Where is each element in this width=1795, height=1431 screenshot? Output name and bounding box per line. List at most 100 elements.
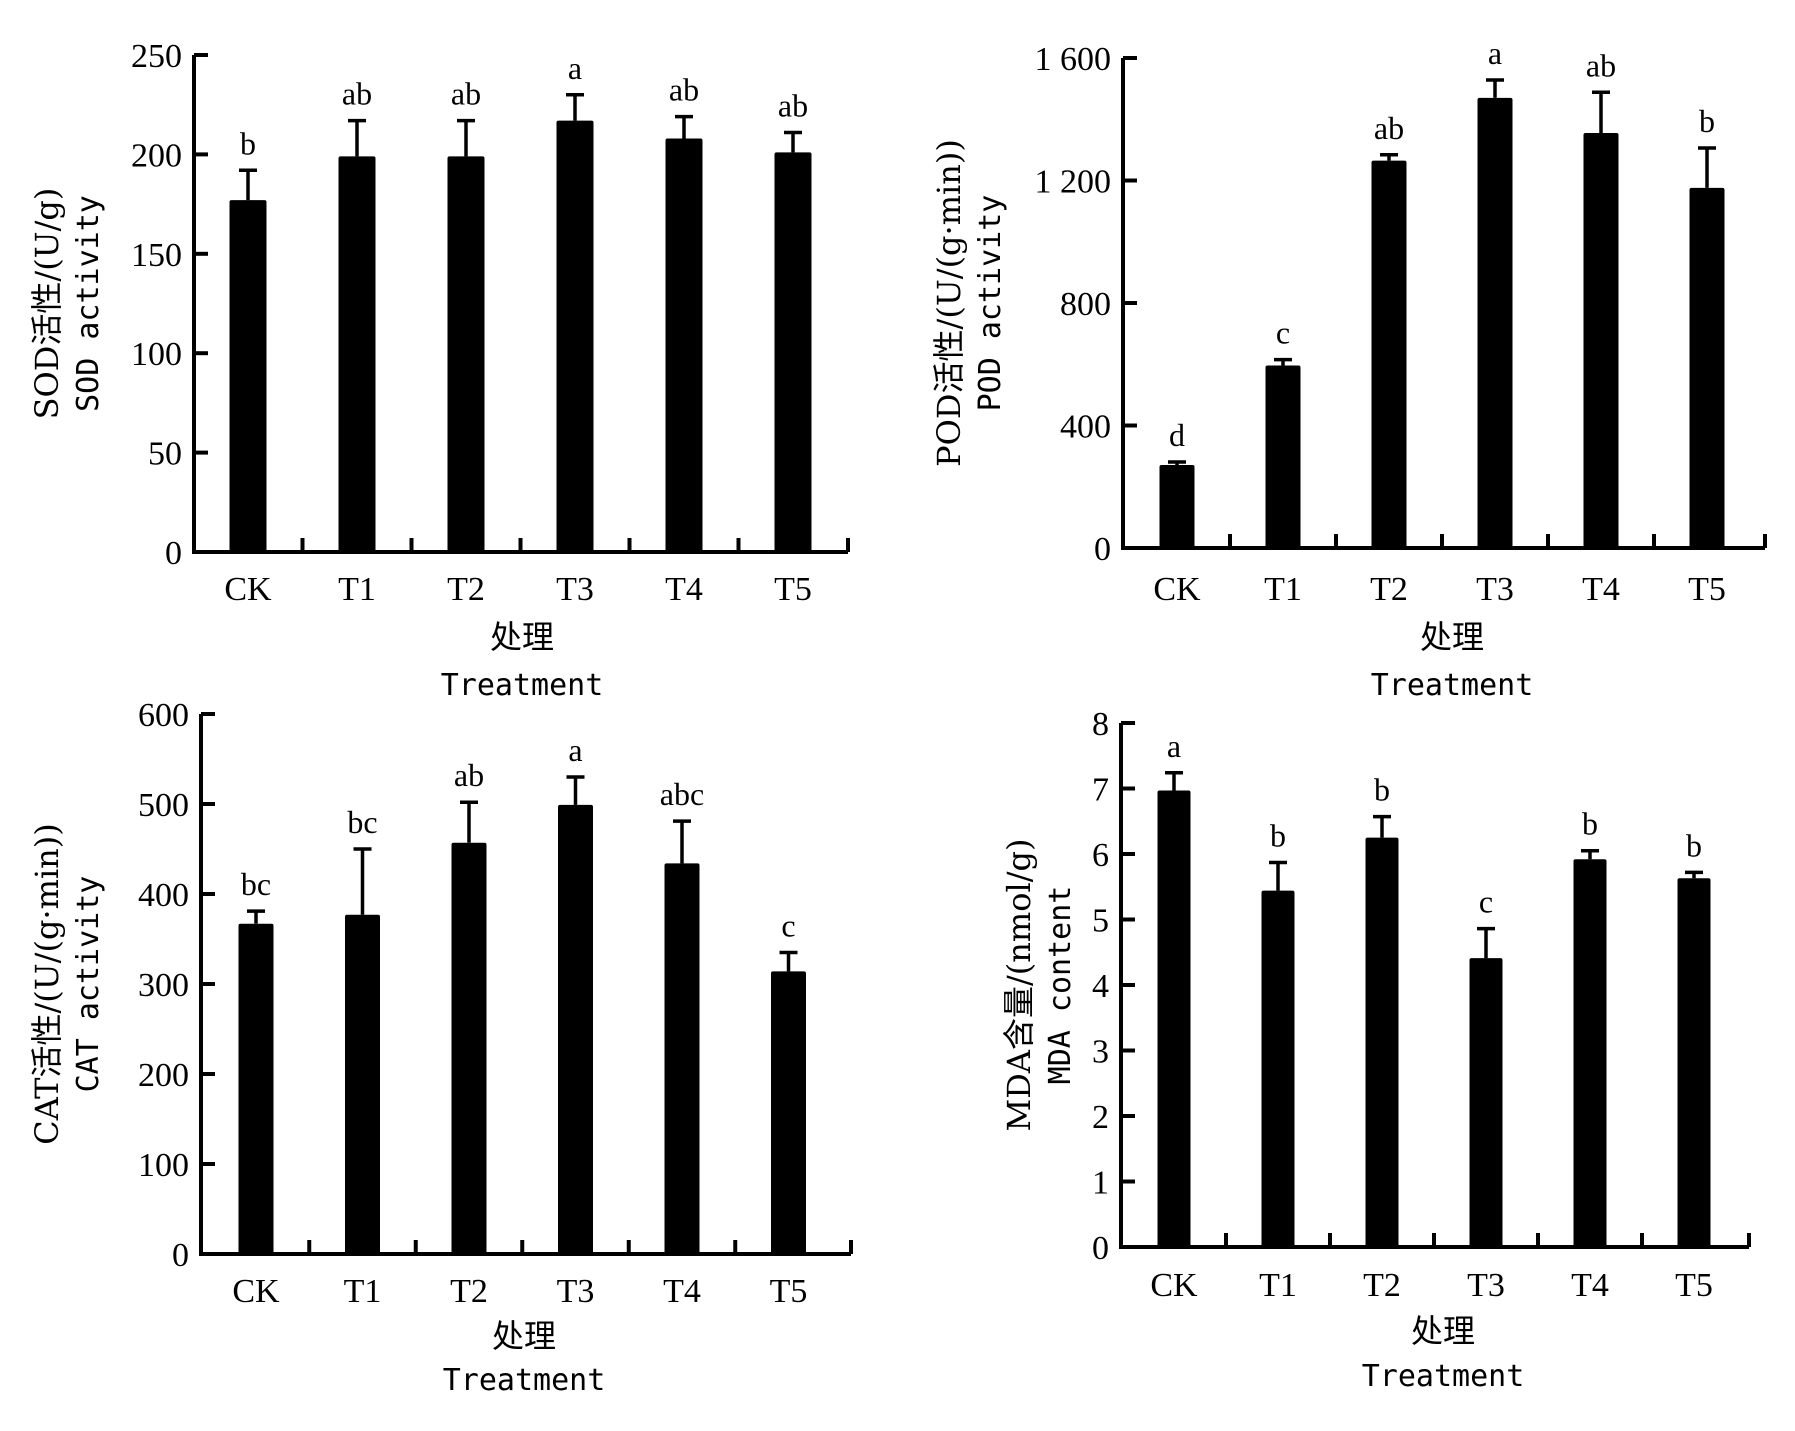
bar-ck [1157, 790, 1191, 1247]
y-tick-label: 200 [131, 137, 182, 174]
y-tick-label: 100 [138, 1147, 189, 1184]
bar-ck [238, 923, 274, 1254]
x-axis-title-cn: 处理 [492, 1317, 556, 1355]
x-tick-label: T4 [665, 571, 703, 608]
y-tick-label: 250 [131, 38, 182, 75]
y-tick-label: 1 [1092, 1165, 1109, 1202]
y-tick-label: 500 [138, 787, 189, 824]
significance-label: ab [778, 88, 808, 124]
y-tick-label: 0 [1092, 1230, 1109, 1267]
significance-label: a [1488, 35, 1502, 71]
significance-label: a [1167, 728, 1181, 764]
y-tick-label: 50 [148, 436, 182, 473]
bar-t3 [1477, 97, 1513, 548]
bar-t5 [1689, 187, 1725, 548]
x-tick-label: T3 [1467, 1267, 1505, 1304]
significance-label: c [781, 908, 795, 944]
significance-label: b [1699, 103, 1715, 139]
y-axis-title-en: POD activity [973, 195, 1008, 412]
y-tick-label: 4 [1092, 968, 1109, 1005]
x-axis-title-en: Treatment [441, 668, 604, 703]
y-axis-title-cn: CAT活性/(U/(g·min)) [28, 823, 66, 1145]
x-tick-label: CK [1150, 1267, 1198, 1304]
x-tick-label: T3 [556, 571, 594, 608]
significance-label: c [1276, 315, 1290, 351]
significance-label: b [1582, 806, 1598, 842]
y-tick-label: 1 600 [1035, 41, 1112, 78]
y-tick-label: 300 [138, 967, 189, 1004]
y-tick-label: 7 [1092, 772, 1109, 809]
significance-label: a [568, 50, 582, 86]
x-tick-label: T5 [774, 571, 812, 608]
x-tick-label: T1 [344, 1273, 382, 1310]
significance-label: bc [347, 804, 377, 840]
bar-t5 [1677, 878, 1711, 1247]
y-axis-title-cn: SOD活性/(U/g) [28, 188, 66, 420]
significance-label: c [1479, 884, 1493, 920]
bar-ck [229, 200, 267, 552]
significance-label: b [1686, 827, 1702, 863]
bar-t1 [1265, 365, 1301, 548]
bar-t2 [1371, 160, 1407, 548]
x-axis-title-cn: 处理 [1420, 618, 1484, 656]
bar-t2 [447, 156, 485, 552]
significance-label: b [1270, 818, 1286, 854]
bar-t2 [1365, 837, 1399, 1247]
x-tick-label: CK [232, 1273, 280, 1310]
y-tick-label: 2 [1092, 1099, 1109, 1136]
x-tick-label: T2 [1370, 571, 1408, 608]
y-tick-label: 0 [165, 535, 182, 572]
x-axis-title-en: Treatment [1371, 668, 1534, 703]
y-tick-label: 400 [138, 877, 189, 914]
cat-chart: 0 100 200 300 400 500 600 bc CK bc T1 ab T2 a T3 abc T4 c… [28, 697, 853, 1398]
y-tick-label: 600 [138, 697, 189, 734]
significance-label: d [1169, 417, 1185, 453]
significance-label: ab [454, 757, 484, 793]
x-tick-label: T5 [770, 1273, 808, 1310]
y-tick-label: 150 [131, 237, 182, 274]
y-tick-label: 5 [1092, 903, 1109, 940]
significance-label: ab [1586, 47, 1616, 83]
y-tick-label: 400 [1060, 409, 1111, 446]
x-axis-title-cn: 处理 [1411, 1312, 1475, 1350]
y-axis-title-cn: POD活性/(U/(g·min)) [930, 139, 968, 467]
y-tick-label: 0 [1094, 531, 1111, 568]
x-tick-label: CK [224, 571, 272, 608]
y-tick-label: 100 [131, 336, 182, 373]
y-tick-label: 6 [1092, 837, 1109, 874]
significance-label: b [1374, 772, 1390, 808]
significance-label: bc [241, 866, 271, 902]
mda-chart: 0 1 2 3 4 5 6 7 8 a CK b T1 b T2 c T3 b T4 b T5 处理 Treatment MD… [1000, 706, 1751, 1394]
significance-label: abc [660, 776, 704, 812]
x-axis-title-en: Treatment [443, 1363, 606, 1398]
x-axis-title-en: Treatment [1362, 1359, 1525, 1394]
bar-t4 [1583, 133, 1619, 548]
significance-label: ab [342, 76, 372, 112]
significance-label: a [568, 732, 582, 768]
y-tick-label: 800 [1060, 286, 1111, 323]
bar-t1 [345, 914, 380, 1254]
x-tick-label: T4 [1582, 571, 1620, 608]
pod-chart: 0 400 800 1 200 1 600 d CK c T1 ab T2 a T3 ab T4 b T5 处理 T… [930, 35, 1767, 703]
x-tick-label: T2 [447, 571, 485, 608]
x-axis-title-cn: 处理 [490, 618, 554, 656]
x-tick-label: T3 [557, 1273, 595, 1310]
significance-label: b [240, 125, 256, 161]
sod-chart: 0 50 100 150 200 250 b CK ab T1 ab T2 a T3 ab T4 ab T5 处理 T… [28, 38, 850, 703]
y-tick-label: 3 [1092, 1034, 1109, 1071]
significance-label: ab [669, 72, 699, 108]
x-tick-label: T1 [1264, 571, 1302, 608]
bar-t4 [1573, 859, 1607, 1247]
y-tick-label: 8 [1092, 706, 1109, 743]
x-tick-label: T4 [1571, 1267, 1609, 1304]
x-tick-label: T1 [338, 571, 376, 608]
y-axis-title-cn: MDA含量/(nmol/g) [1000, 838, 1038, 1131]
x-tick-label: T5 [1688, 571, 1726, 608]
x-tick-label: T5 [1675, 1267, 1713, 1304]
y-axis-title-en: SOD activity [71, 195, 106, 412]
bar-t4 [664, 863, 700, 1254]
bar-t1 [1261, 890, 1295, 1247]
y-axis-title-en: MDA content [1043, 886, 1078, 1085]
bar-ck [1159, 465, 1195, 548]
